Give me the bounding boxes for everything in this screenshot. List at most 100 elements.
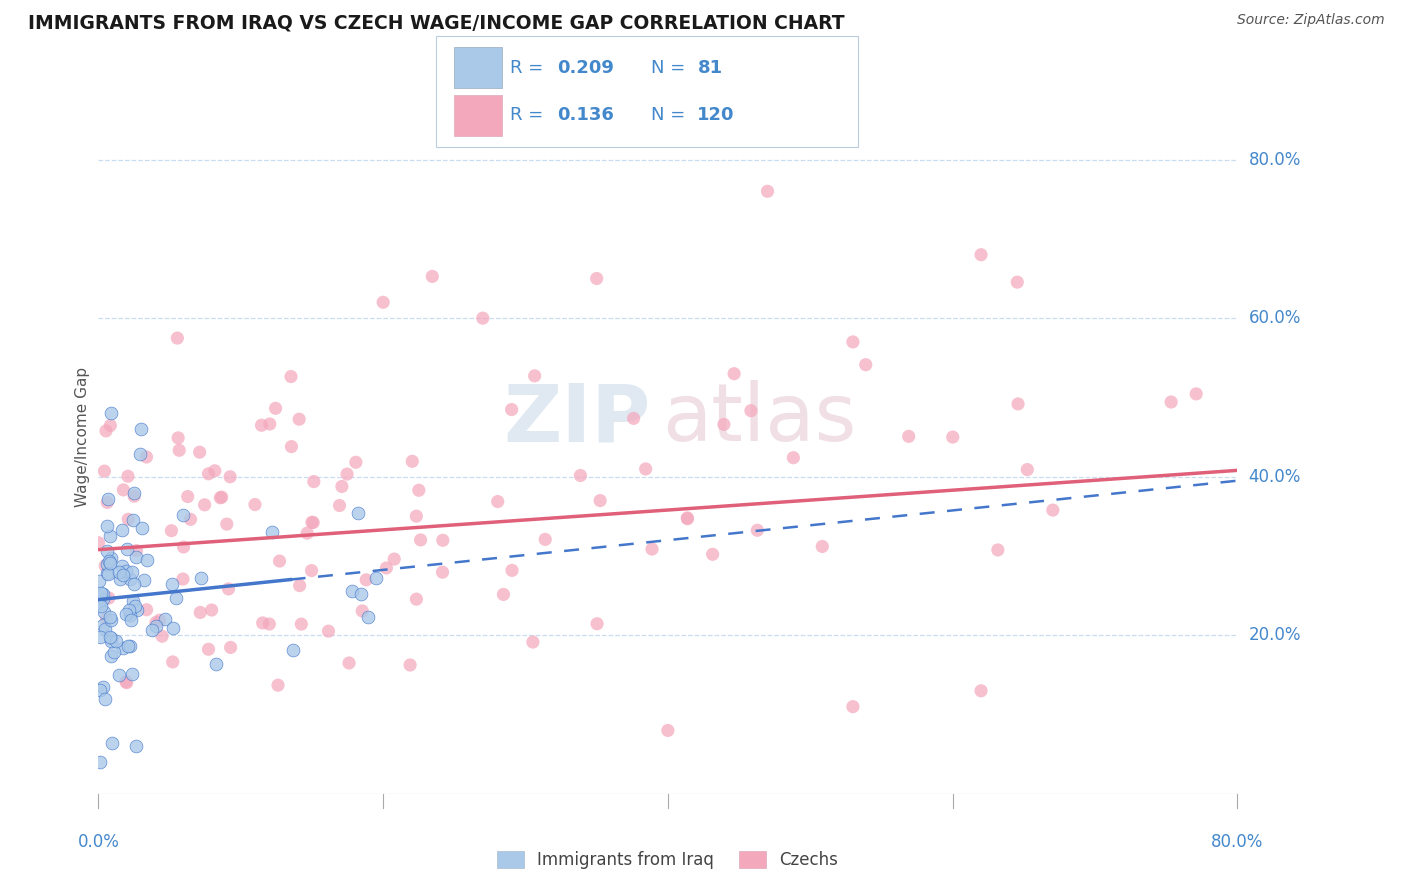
Point (211, 490, 233, 504)
Point (98, 610, 121, 624)
Text: 0.0%: 0.0% (77, 833, 120, 851)
Point (127, 602, 149, 616)
Point (243, 498, 266, 512)
Point (1042, 503, 1064, 517)
Point (100, 613, 122, 627)
Point (842, 334, 865, 349)
Point (1007, 275, 1029, 289)
Point (188, 445, 211, 459)
Point (375, 561, 398, 575)
Point (188, 606, 211, 620)
Point (96, 544, 118, 558)
Text: 80.0%: 80.0% (1249, 151, 1301, 169)
Point (501, 402, 523, 417)
Point (641, 542, 664, 557)
Point (131, 521, 153, 535)
Text: 20.0%: 20.0% (1249, 626, 1301, 644)
Point (118, 639, 141, 653)
Point (165, 591, 187, 606)
Point (117, 603, 139, 617)
Point (131, 422, 153, 436)
Text: IMMIGRANTS FROM IRAQ VS CZECH WAGE/INCOME GAP CORRELATION CHART: IMMIGRANTS FROM IRAQ VS CZECH WAGE/INCOM… (28, 13, 845, 32)
Point (145, 615, 167, 630)
Point (347, 507, 370, 521)
Point (330, 479, 353, 493)
Point (218, 582, 240, 596)
Point (124, 549, 146, 564)
Text: N =: N = (651, 106, 690, 124)
Point (96, 495, 118, 509)
Point (405, 509, 427, 524)
Point (162, 655, 184, 669)
Point (125, 543, 148, 558)
Point (98, 418, 121, 433)
Point (176, 490, 198, 504)
Point (1160, 395, 1182, 409)
Point (492, 587, 515, 601)
Legend: Immigrants from Iraq, Czechs: Immigrants from Iraq, Czechs (491, 845, 845, 876)
Point (100, 632, 122, 646)
Point (98, 630, 121, 644)
Point (267, 678, 290, 692)
Point (115, 607, 138, 621)
Point (194, 498, 217, 512)
Point (93, 605, 115, 619)
Point (132, 573, 155, 587)
Point (280, 440, 302, 454)
Point (94, 558, 117, 573)
Point (589, 493, 612, 508)
Point (723, 367, 745, 381)
Point (328, 499, 350, 513)
Point (121, 667, 143, 681)
Point (215, 517, 238, 532)
Point (219, 640, 242, 655)
Point (96, 518, 118, 533)
Y-axis label: Wage/Income Gap: Wage/Income Gap (75, 367, 90, 508)
Point (290, 617, 312, 632)
Point (112, 640, 135, 655)
Text: atlas: atlas (662, 380, 856, 458)
Point (180, 512, 202, 526)
Point (1185, 387, 1208, 401)
Point (94, 622, 117, 636)
Point (747, 523, 769, 537)
Text: 120: 120 (697, 106, 735, 124)
Point (586, 616, 609, 631)
Point (93, 464, 115, 478)
Point (173, 540, 195, 554)
Text: Source: ZipAtlas.com: Source: ZipAtlas.com (1237, 13, 1385, 28)
Point (409, 533, 432, 547)
Point (756, 184, 779, 198)
Point (197, 467, 219, 481)
Point (522, 635, 544, 649)
Point (209, 491, 232, 505)
Point (252, 615, 274, 630)
Point (486, 494, 509, 508)
Point (162, 621, 184, 635)
Point (98, 557, 121, 571)
Text: R =: R = (510, 59, 550, 77)
Point (117, 512, 139, 526)
Text: 81: 81 (697, 59, 723, 77)
Point (373, 295, 395, 310)
Point (115, 675, 138, 690)
Point (96, 557, 118, 571)
Point (676, 511, 699, 525)
Point (301, 516, 323, 530)
Point (713, 417, 735, 432)
Point (1017, 462, 1039, 476)
Point (259, 417, 281, 431)
Text: 0.209: 0.209 (557, 59, 613, 77)
Point (318, 624, 340, 639)
Point (399, 658, 422, 673)
Point (117, 639, 139, 653)
Point (111, 559, 134, 574)
Point (350, 587, 373, 601)
Point (166, 331, 188, 345)
Point (97, 554, 120, 568)
Point (172, 572, 194, 586)
Point (145, 619, 167, 633)
Point (89, 630, 111, 644)
Text: 60.0%: 60.0% (1249, 310, 1301, 327)
Point (970, 683, 993, 698)
